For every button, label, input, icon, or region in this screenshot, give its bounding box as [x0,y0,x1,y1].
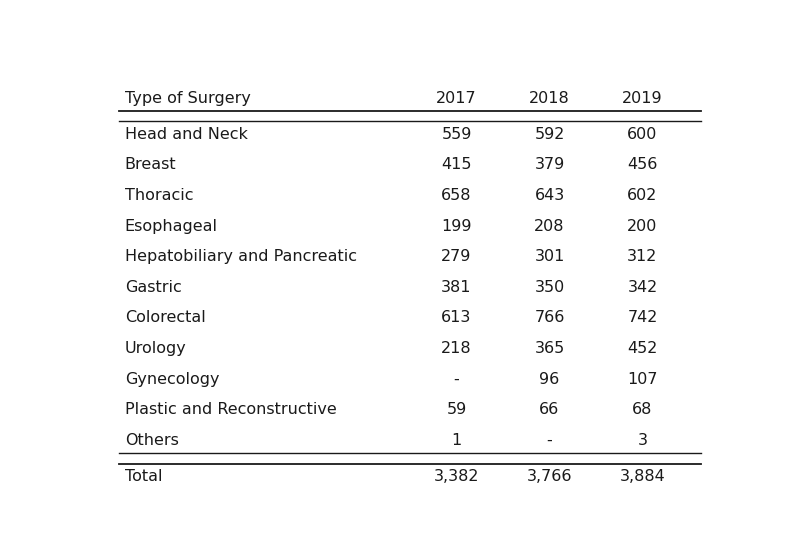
Text: Esophageal: Esophageal [125,219,218,233]
Text: 456: 456 [627,157,658,172]
Text: 379: 379 [534,157,565,172]
Text: 600: 600 [627,127,658,142]
Text: -: - [546,433,552,448]
Text: 2018: 2018 [529,91,570,106]
Text: 643: 643 [534,188,565,203]
Text: 96: 96 [539,371,560,386]
Text: 365: 365 [534,341,565,356]
Text: Thoracic: Thoracic [125,188,194,203]
Text: 602: 602 [627,188,658,203]
Text: 218: 218 [441,341,472,356]
Text: 1: 1 [451,433,462,448]
Text: 658: 658 [442,188,472,203]
Text: 279: 279 [442,249,472,264]
Text: 415: 415 [442,157,472,172]
Text: 3,766: 3,766 [526,469,572,484]
Text: -: - [454,371,459,386]
Text: 3: 3 [638,433,647,448]
Text: 199: 199 [442,219,472,233]
Text: Breast: Breast [125,157,177,172]
Text: 208: 208 [534,219,565,233]
Text: 3,884: 3,884 [620,469,666,484]
Text: 107: 107 [627,371,658,386]
Text: Plastic and Reconstructive: Plastic and Reconstructive [125,402,337,417]
Text: 200: 200 [627,219,658,233]
Text: 68: 68 [632,402,653,417]
Text: 59: 59 [446,402,466,417]
Text: 342: 342 [627,280,658,295]
Text: 2019: 2019 [622,91,663,106]
Text: Type of Surgery: Type of Surgery [125,91,250,106]
Text: 613: 613 [442,310,472,325]
Text: 312: 312 [627,249,658,264]
Text: 3,382: 3,382 [434,469,479,484]
Text: 592: 592 [534,127,565,142]
Text: 350: 350 [534,280,565,295]
Text: 2017: 2017 [436,91,477,106]
Text: Hepatobiliary and Pancreatic: Hepatobiliary and Pancreatic [125,249,357,264]
Text: Head and Neck: Head and Neck [125,127,248,142]
Text: 381: 381 [442,280,472,295]
Text: 452: 452 [627,341,658,356]
Text: Urology: Urology [125,341,186,356]
Text: Colorectal: Colorectal [125,310,206,325]
Text: Gastric: Gastric [125,280,182,295]
Text: 301: 301 [534,249,565,264]
Text: Gynecology: Gynecology [125,371,219,386]
Text: 559: 559 [442,127,472,142]
Text: 742: 742 [627,310,658,325]
Text: 766: 766 [534,310,565,325]
Text: Total: Total [125,469,162,484]
Text: 66: 66 [539,402,560,417]
Text: Others: Others [125,433,178,448]
